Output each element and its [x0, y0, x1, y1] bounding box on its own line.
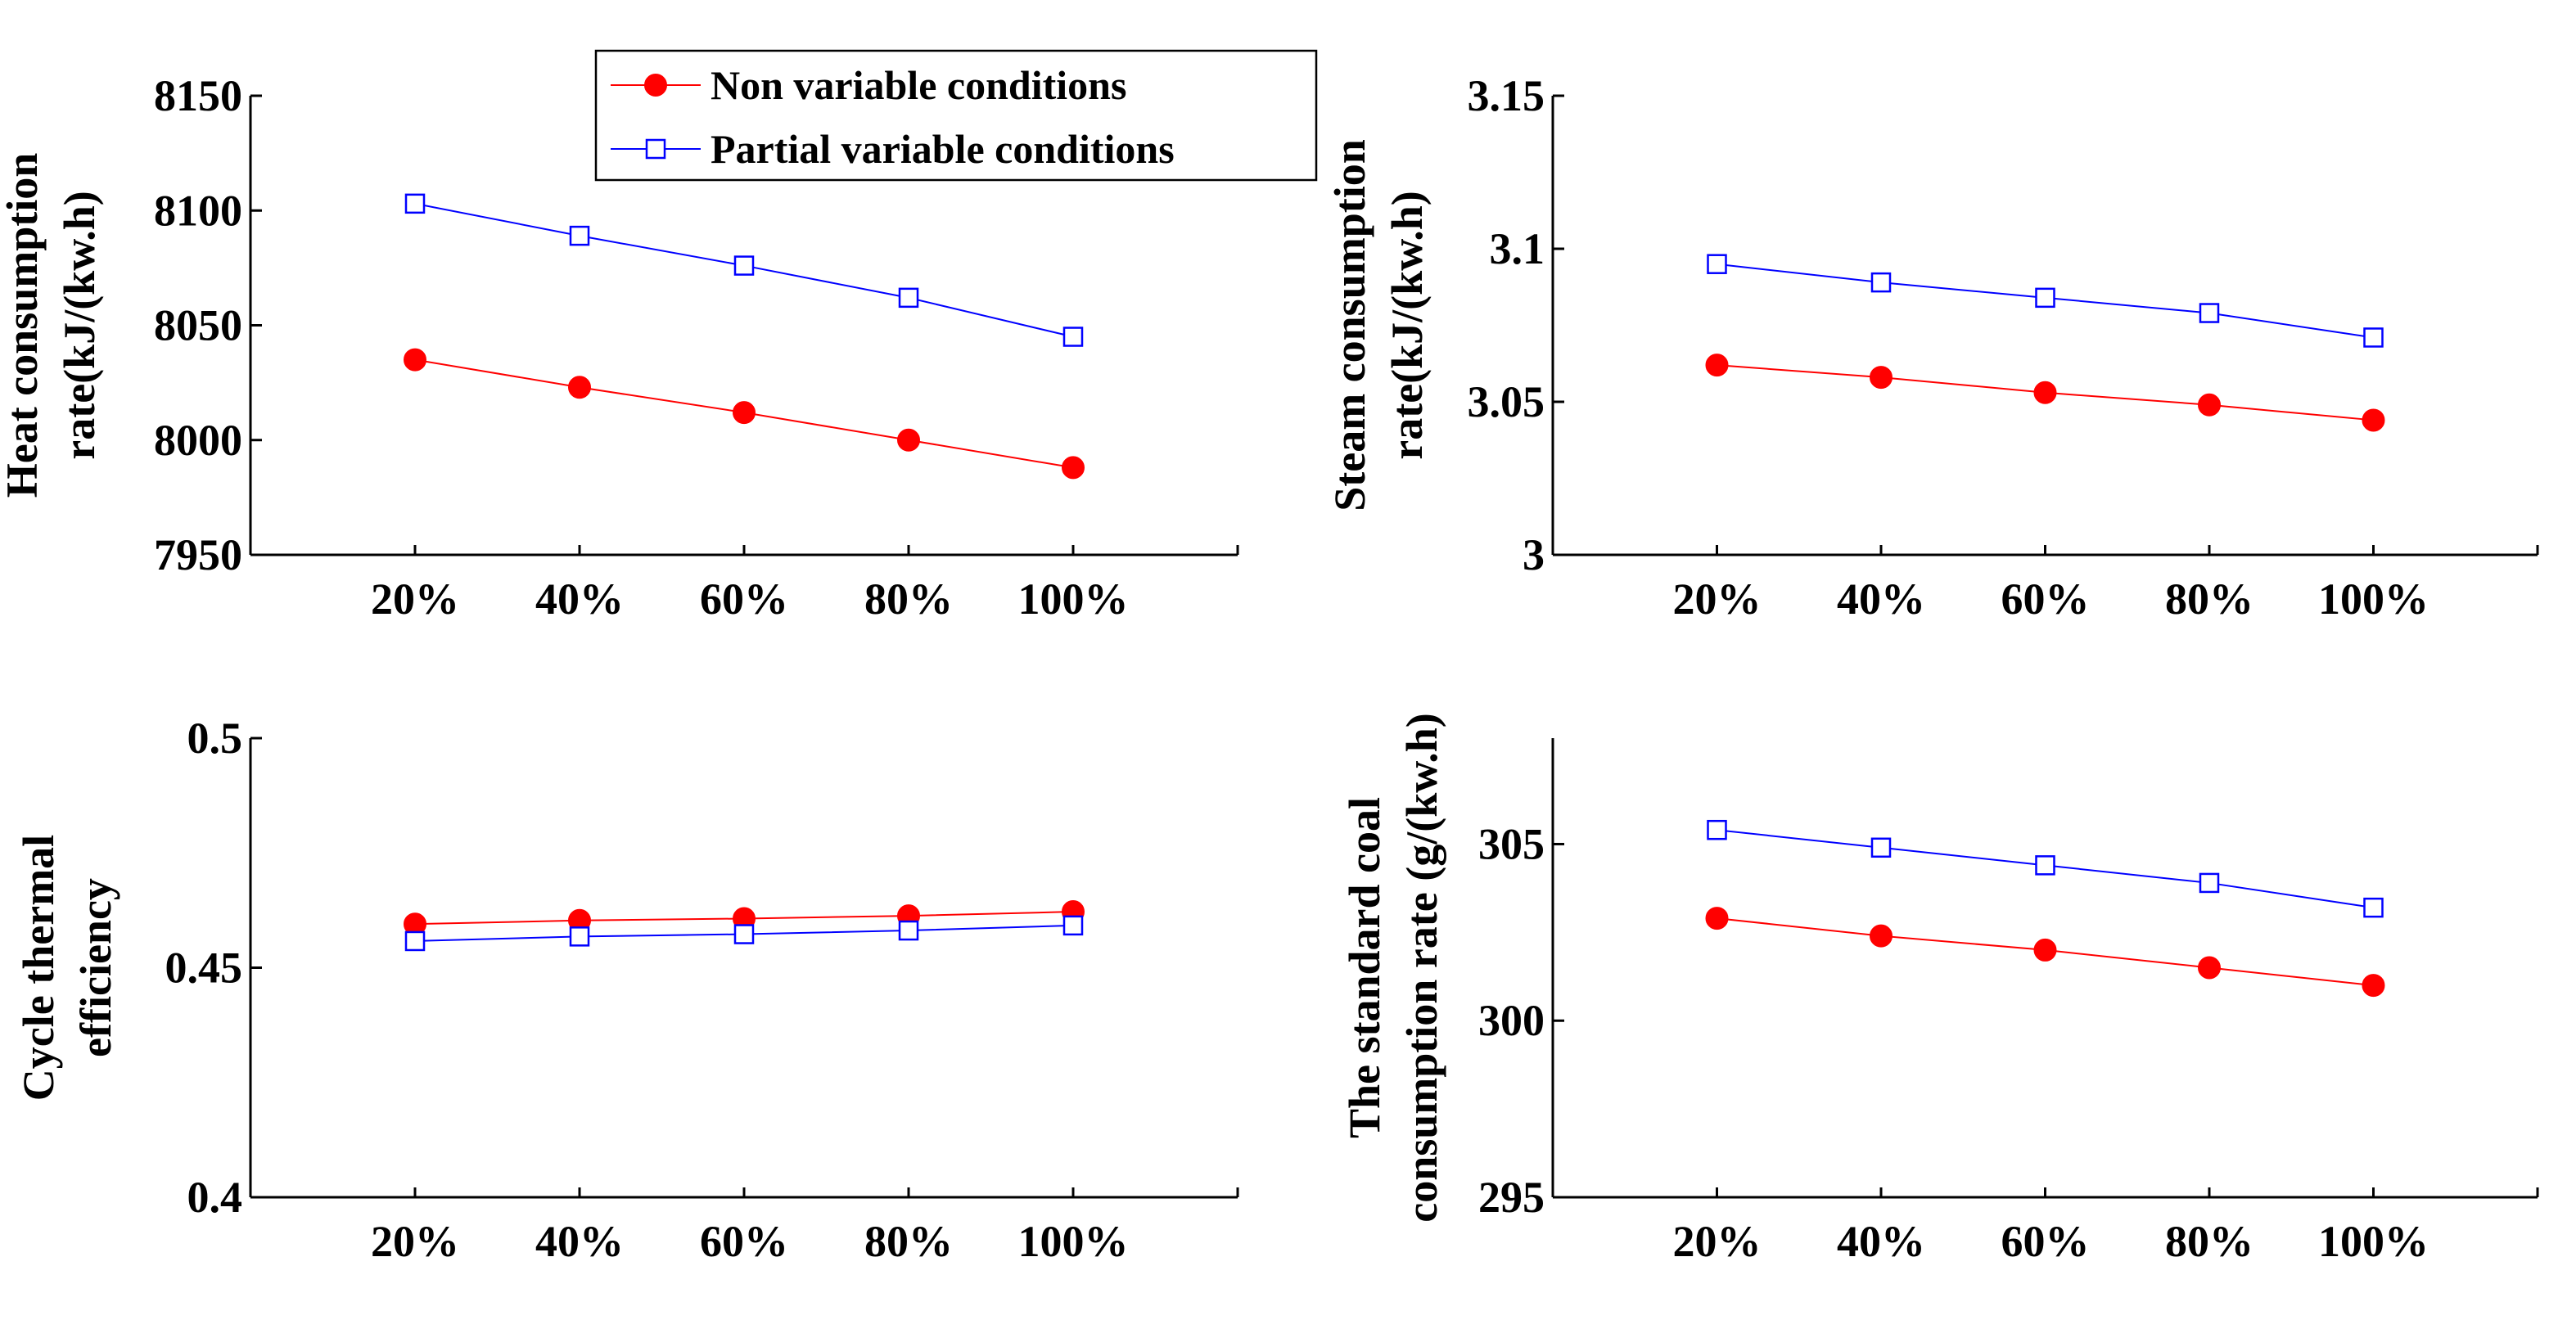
chart-panels: 7950 8000 8050 8100 8150 20% 40% 60% 80% 100% Heat… — [0, 71, 2539, 1266]
y-tick-label: 8150 — [154, 71, 242, 120]
series-non-variable — [1705, 354, 2385, 432]
data-point — [2033, 381, 2057, 404]
x-tick-label: 80% — [864, 1217, 953, 1266]
data-point — [1707, 819, 1727, 840]
data-point — [569, 926, 590, 947]
x-tick-label: 40% — [535, 574, 624, 624]
y-axis-title-line: rate(kJ/(kw.h) — [55, 191, 104, 459]
chart-heat: 7950 8000 8050 8100 8150 20% 40% 60% 80% 100% Heat… — [0, 71, 1239, 624]
data-point — [733, 401, 756, 425]
chart-efficiency: 0.4 0.45 0.5 20% 40% 60% 80% 100% Cycle thermal e… — [14, 714, 1239, 1266]
data-point — [2035, 855, 2055, 876]
y-tick-label: 300 — [1478, 996, 1545, 1045]
data-point — [1870, 837, 1892, 858]
series-partial-variable — [404, 915, 1084, 952]
y-tick-label: 3.1 — [1490, 224, 1545, 273]
data-point — [2199, 872, 2220, 894]
data-point — [733, 924, 755, 944]
data-point — [898, 287, 919, 309]
series-partial-variable — [404, 193, 1084, 347]
data-point — [404, 930, 426, 952]
data-point — [404, 193, 426, 214]
data-point — [1062, 456, 1085, 480]
legend: Non variable conditions Partial variable … — [594, 49, 1318, 182]
y-tick-label: 3 — [1523, 530, 1545, 579]
y-tick-label: 7950 — [154, 530, 242, 579]
x-tick-label: 80% — [2165, 574, 2253, 624]
data-point — [898, 920, 919, 941]
x-tick-label: 100% — [2318, 1217, 2429, 1266]
x-tick-label: 60% — [700, 574, 788, 624]
legend-entry: Partial variable conditions — [611, 126, 1175, 172]
x-tick-label: 60% — [700, 1217, 788, 1266]
y-tick-label: 0.45 — [165, 944, 243, 993]
y-tick-label: 3.05 — [1468, 377, 1545, 426]
data-point — [1062, 327, 1084, 347]
data-point — [1707, 254, 1727, 274]
x-tick-label: 100% — [1018, 574, 1129, 624]
x-tick-label: 40% — [1837, 574, 1925, 624]
y-tick-label: 0.5 — [187, 714, 243, 763]
y-tick-label: 305 — [1478, 819, 1545, 868]
series-non-variable — [1705, 907, 2385, 998]
x-tick-label: 40% — [1837, 1217, 1925, 1266]
y-tick-label: 0.4 — [187, 1173, 243, 1222]
legend-marker — [644, 74, 667, 97]
chart-coal: 295 300 305 20% 40% 60% 80% 100% The standard co… — [1340, 713, 2539, 1266]
y-axis-title-line: rate(kJ/(kw.h) — [1383, 191, 1432, 459]
data-point — [1705, 907, 1729, 930]
chart-steam: 3 3.05 3.1 3.15 20% 40% 60% 80% 100% Steam consum… — [1325, 71, 2539, 624]
data-point — [2035, 287, 2055, 309]
data-point — [2362, 408, 2385, 432]
data-point — [404, 348, 426, 372]
series-partial-variable — [1707, 254, 2384, 348]
data-point — [1705, 354, 1729, 377]
x-tick-label: 20% — [1673, 574, 1762, 624]
y-tick-label: 8050 — [154, 301, 242, 350]
data-point — [569, 225, 590, 246]
y-axis-title-line: Cycle thermal — [14, 835, 63, 1101]
data-point — [1870, 272, 1892, 293]
data-point — [2033, 938, 2057, 962]
data-point — [733, 255, 755, 276]
y-tick-label: 8000 — [154, 416, 242, 465]
data-point — [2198, 956, 2221, 980]
legend-label: Partial variable conditions — [711, 126, 1175, 172]
y-axis-title-line: Heat consumption — [0, 153, 47, 498]
x-tick-label: 20% — [371, 574, 459, 624]
y-tick-label: 8100 — [154, 186, 242, 235]
legend-box — [594, 49, 1318, 182]
x-tick-label: 20% — [371, 1217, 459, 1266]
y-tick-label: 295 — [1478, 1173, 1545, 1222]
y-axis-title-line: efficiency — [71, 878, 120, 1057]
y-tick-label: 3.15 — [1468, 71, 1545, 120]
legend-marker — [645, 138, 666, 160]
data-point — [2362, 974, 2385, 998]
x-tick-label: 80% — [864, 574, 953, 624]
data-point — [2199, 303, 2220, 323]
x-tick-label: 80% — [2165, 1217, 2253, 1266]
legend-entry: Non variable conditions — [611, 62, 1126, 108]
series-partial-variable — [1707, 819, 2384, 918]
data-point — [2198, 393, 2221, 417]
x-tick-label: 20% — [1673, 1217, 1762, 1266]
data-point — [2363, 897, 2384, 918]
data-point — [1870, 924, 1893, 948]
x-tick-label: 100% — [1018, 1217, 1129, 1266]
data-point — [897, 428, 920, 452]
x-tick-label: 60% — [2001, 1217, 2090, 1266]
legend-label: Non variable conditions — [711, 62, 1126, 108]
x-tick-label: 40% — [535, 1217, 624, 1266]
data-point — [1870, 366, 1893, 390]
y-axis-title-line: Steam consumption — [1325, 139, 1374, 511]
x-tick-label: 100% — [2318, 574, 2429, 624]
data-point — [1062, 915, 1084, 936]
x-tick-label: 60% — [2001, 574, 2090, 624]
data-point — [2363, 327, 2384, 348]
y-axis-title-line: consumption rate (g/(kw.h) — [1397, 713, 1446, 1223]
data-point — [568, 376, 591, 399]
y-axis-title-line: The standard coal — [1340, 797, 1389, 1138]
series-non-variable — [404, 348, 1085, 480]
